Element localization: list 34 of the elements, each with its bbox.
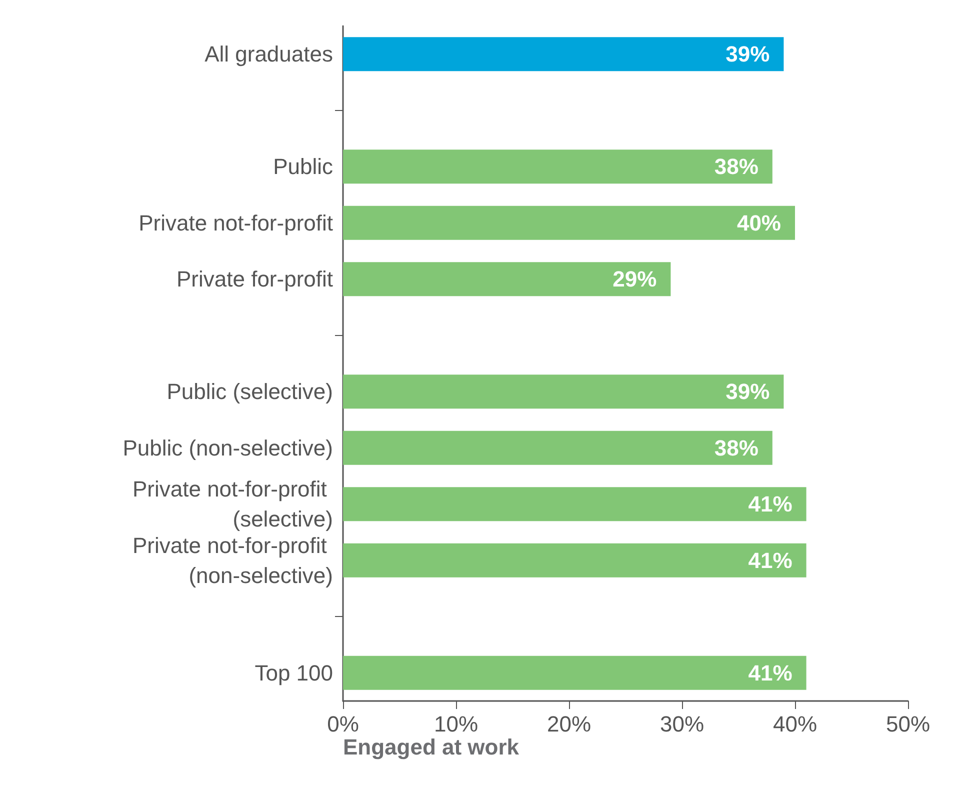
data-label: 40% (736, 210, 781, 236)
x-tick-label: 30% (660, 712, 704, 736)
bar (343, 656, 806, 690)
x-tick-label: 0% (327, 712, 359, 736)
y-tick-label: Public (non-selective) (122, 435, 333, 460)
bar (343, 262, 671, 296)
bar (343, 374, 784, 409)
data-label: 39% (726, 42, 770, 67)
data-label: 41% (748, 548, 792, 573)
x-tick-label: 20% (546, 712, 592, 736)
data-label: 39% (726, 379, 770, 404)
y-tick-label: Top 100 (254, 660, 333, 686)
y-tick-label: Private not-for-profit (selective) (132, 476, 333, 532)
data-label: 38% (714, 154, 758, 180)
data-label: 29% (612, 266, 657, 292)
y-tick-label: Public (selective) (166, 379, 333, 404)
x-tick-label: 40% (772, 712, 818, 736)
data-label: 41% (748, 660, 792, 686)
bar (343, 487, 806, 522)
y-tick-label: Private for-profit (176, 266, 333, 292)
bar (343, 430, 772, 465)
bar (343, 37, 784, 72)
y-tick-label: Private not-for-profit (138, 210, 333, 236)
x-tick-label: 50% (886, 712, 930, 736)
y-tick-label: Private not-for-profit (non-selective) (132, 532, 333, 588)
x-axis-title: Engaged at work (343, 734, 520, 760)
data-label: 41% (748, 492, 792, 517)
data-label: 38% (714, 435, 758, 460)
bar (343, 543, 806, 578)
y-tick-label: Public (273, 154, 333, 180)
y-tick-label: All graduates (204, 42, 333, 67)
bar (343, 206, 795, 240)
bar (343, 150, 772, 184)
x-tick-label: 10% (434, 712, 478, 736)
